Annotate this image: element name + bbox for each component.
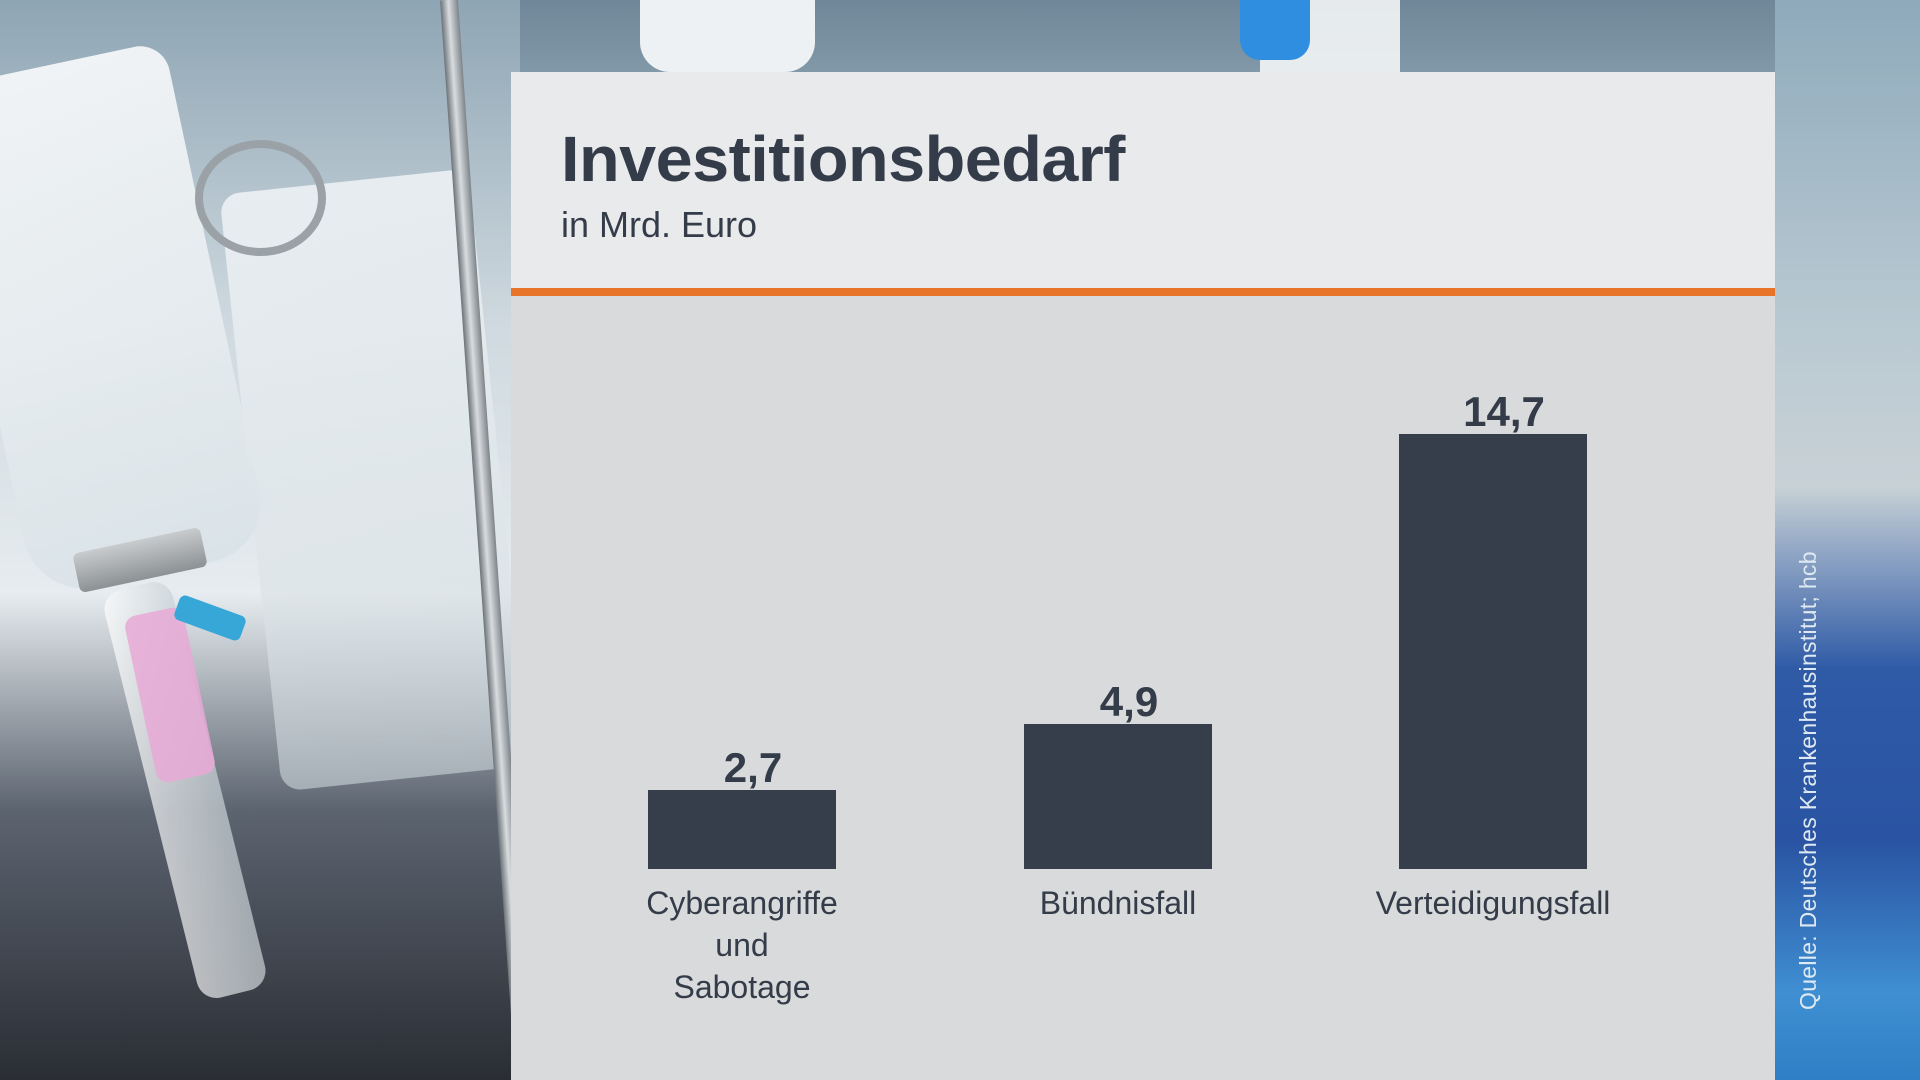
bar-buendnisfall	[1024, 724, 1212, 869]
category-label-line: Verteidigungsfall	[1375, 885, 1611, 921]
category-label-line: Cyberangriffe	[646, 885, 838, 921]
chart-subtitle: in Mrd. Euro	[561, 204, 758, 245]
top-blue-shape	[1240, 0, 1310, 60]
accent-divider	[511, 288, 1775, 296]
bar-value-label: 2,7	[723, 744, 783, 791]
top-bottle-shape	[640, 0, 815, 72]
category-label-line: und	[715, 927, 769, 963]
category-label: Bündnisfall	[968, 882, 1268, 924]
iv-hook-ring-shape	[195, 140, 326, 256]
bar-verteidigungsfall	[1399, 434, 1587, 869]
bar-value-label: 14,7	[1463, 388, 1545, 435]
category-label-line: Bündnisfall	[1039, 885, 1197, 921]
background-right-region	[1775, 0, 1920, 1080]
chart-panel: Investitionsbedarf in Mrd. Euro 2,7 Cybe…	[511, 72, 1775, 1080]
chart-header: Investitionsbedarf in Mrd. Euro	[511, 72, 1775, 288]
category-label-line: Sabotage	[673, 969, 811, 1005]
bar-value-label: 4,9	[1099, 678, 1159, 725]
category-label: Cyberangriffe und Sabotage	[592, 882, 892, 1008]
bar-cyberangriffe	[648, 790, 836, 869]
source-credit: Quelle: Deutsches Krankenhausinstitut; h…	[1795, 551, 1821, 1010]
chart-title: Investitionsbedarf	[561, 123, 1125, 195]
category-label: Verteidigungsfall	[1343, 882, 1643, 924]
